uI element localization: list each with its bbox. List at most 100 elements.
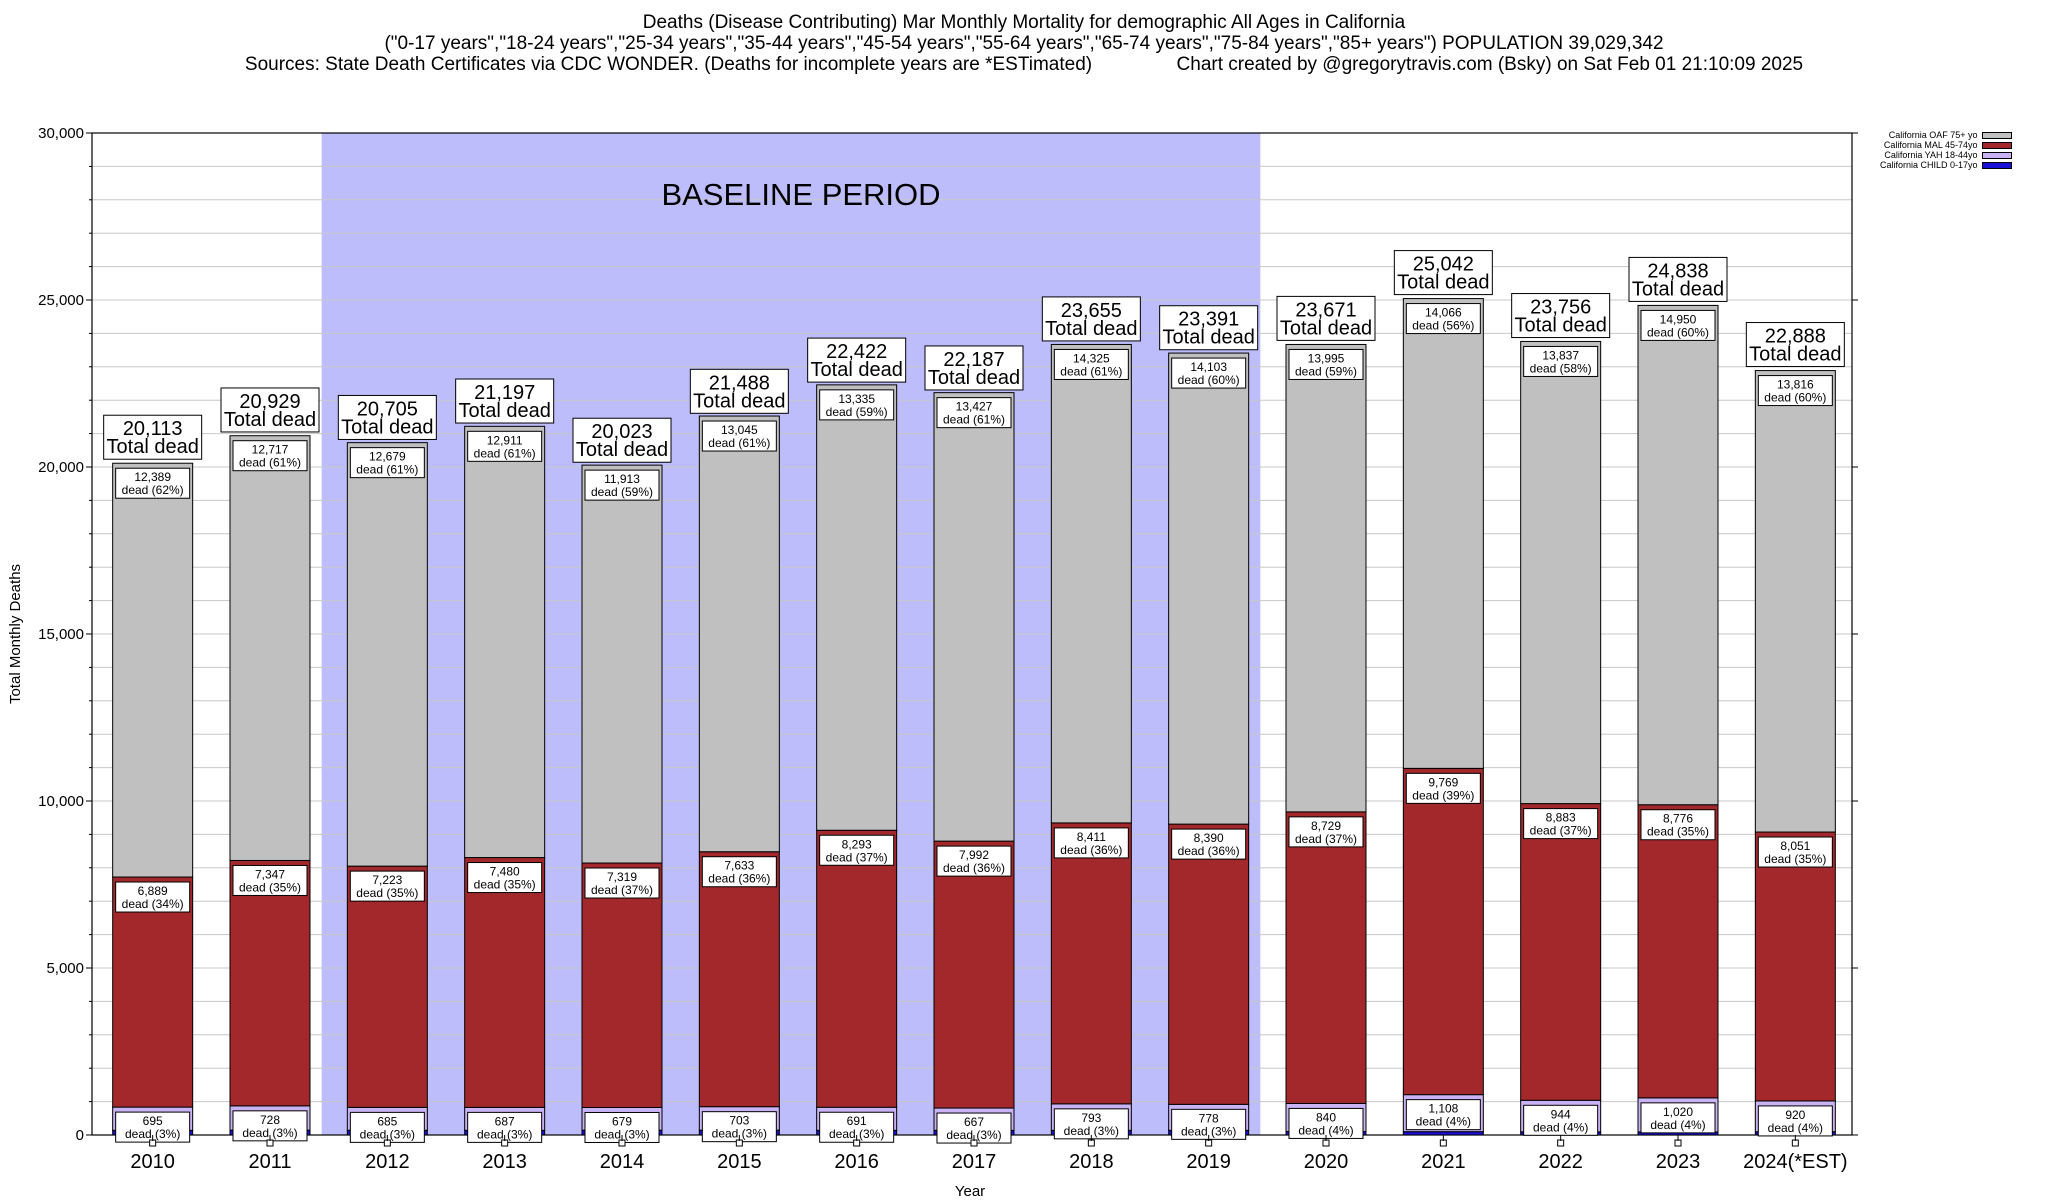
data-label-box [1640,309,1716,341]
data-label-percent: dead (4%) [1768,1121,1823,1135]
total-label-suffix: Total dead [1397,272,1489,294]
data-label-value: 7,347 [255,867,285,881]
x-tick-label: 2011 [248,1151,291,1173]
data-label-box [1523,808,1599,840]
total-label-suffix: Total dead [1045,318,1137,340]
total-label-value: 20,929 [239,391,300,413]
data-label-box [1640,1102,1716,1134]
data-label-box [467,430,543,462]
data-label-percent: dead (35%) [474,878,536,892]
total-label-suffix: Total dead [1163,327,1255,349]
legend-entry: California OAF 75+ yo [1880,130,2012,140]
data-label-percent: dead (59%) [591,485,653,499]
total-label-suffix: Total dead [576,439,668,461]
bar-segment [1520,340,1602,805]
data-label-value: 8,883 [1546,811,1576,825]
legend-entry: California CHILD 0-17yo [1880,160,2012,170]
data-label-value: 691 [847,1114,867,1128]
total-label-box [1511,293,1611,339]
legend-swatch [1981,141,2012,149]
legend-entry: California YAH 18-44yo [1880,150,2012,160]
bar-segment [1402,1131,1484,1136]
x-tick-label: 2019 [1186,1151,1231,1173]
data-label-box [232,864,308,896]
data-label-box [467,862,543,894]
data-label-percent: dead (3%) [477,1127,532,1141]
chart-subtitle: ("0-17 years","18-24 years","25-34 years… [384,33,1664,54]
bar-segment [1754,831,1836,1102]
data-label-percent: dead (3%) [242,1126,297,1140]
data-label-percent: dead (3%) [125,1127,180,1141]
total-label-box [1159,305,1259,351]
data-label-percent: dead (56%) [1412,319,1474,333]
total-label-value: 23,391 [1178,309,1239,331]
data-label-value: 1,108 [1428,1102,1458,1116]
data-label-value: 8,051 [1780,839,1810,853]
total-label-value: 22,422 [826,341,887,363]
data-label-box [1405,303,1481,335]
data-label-value: 11,913 [604,472,640,486]
bar-segment [229,859,311,1107]
data-label-box [1523,345,1599,377]
total-label-box [1628,256,1728,302]
chart-title: Deaths (Disease Contributing) Mar Monthl… [642,12,1406,33]
data-label-value: 13,335 [838,392,875,406]
data-label-value: 703 [729,1114,749,1128]
bar-segment [816,829,898,1108]
total-label-box [1745,322,1845,368]
data-label-value: 685 [377,1114,397,1128]
total-label-value: 20,113 [123,418,183,440]
x-tick-label: 2012 [365,1151,410,1173]
data-label-percent: dead (3%) [1064,1124,1119,1138]
data-label-percent: dead (35%) [1764,852,1826,866]
data-label-percent: dead (59%) [1295,364,1357,378]
data-label-value: 9,769 [1428,775,1458,789]
bar-segment [229,435,311,861]
x-tick-label: 2023 [1656,1151,1701,1173]
total-label-value: 23,756 [1530,297,1591,319]
data-label-percent: dead (36%) [708,872,770,886]
data-label-value: 679 [612,1114,632,1128]
total-label-suffix: Total dead [107,436,199,458]
data-label-box [936,845,1012,877]
data-label-value: 7,480 [490,865,520,879]
data-label-percent: dead (4%) [1298,1123,1353,1137]
data-label-box [1288,816,1364,848]
bar-segment [816,384,898,831]
data-label-value: 7,992 [959,848,989,862]
bar-segment [1285,811,1367,1104]
data-label-value: 778 [1199,1111,1219,1125]
data-label-box [701,420,777,452]
bar-segment [346,442,428,867]
x-axis-label: Year [955,1183,985,1200]
data-label-value: 728 [260,1113,280,1127]
total-label-suffix: Total dead [693,390,785,412]
legend-label: California CHILD 0-17yo [1880,160,1978,170]
data-label-value: 920 [1785,1108,1805,1122]
data-label-percent: dead (35%) [1647,825,1709,839]
y-tick-label: 5,000 [46,960,84,977]
data-label-value: 6,889 [138,884,168,898]
data-label-box [232,440,308,472]
data-label-box [1640,809,1716,841]
data-label-percent: dead (62%) [122,483,184,497]
legend-entry: California MAL 45-74yo [1880,140,2012,150]
data-label-box [1757,836,1833,868]
data-label-box [1757,1105,1833,1137]
data-label-box [584,469,660,501]
y-tick-label: 30,000 [38,125,84,142]
data-label-percent: dead (3%) [360,1127,415,1141]
data-label-box [1523,1104,1599,1136]
x-tick-label: 2021 [1421,1151,1466,1173]
data-label-value: 8,411 [1077,830,1106,844]
legend-label: California YAH 18-44yo [1884,150,1978,160]
total-label-box [220,387,320,433]
bar-segment [1637,304,1719,806]
baseline-period-label: BASELINE PERIOD [661,177,940,212]
data-label-percent: dead (4%) [1533,1120,1588,1134]
data-label-percent: dead (36%) [1178,844,1240,858]
data-label-percent: dead (35%) [239,880,301,894]
total-label-box [455,378,555,424]
data-label-box [1171,357,1247,389]
legend-swatch [1981,131,2012,139]
